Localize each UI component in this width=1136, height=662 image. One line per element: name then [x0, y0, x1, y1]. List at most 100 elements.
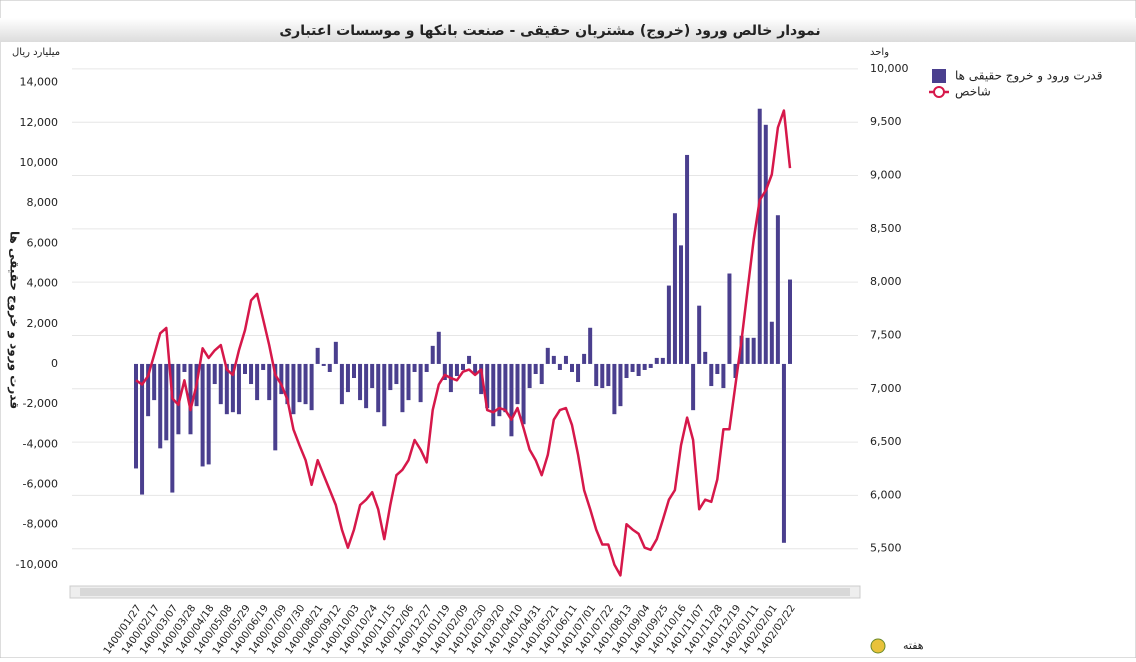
bar	[497, 363, 502, 417]
bar	[788, 279, 792, 364]
bar	[691, 363, 696, 411]
bar	[315, 347, 320, 364]
y-axis-title: قدرت ورود و خروج حقیقی ها	[7, 231, 22, 409]
legend-label: شاخص	[955, 85, 991, 100]
bar	[230, 363, 235, 413]
bar	[170, 363, 175, 493]
bar	[703, 351, 708, 364]
bar	[364, 363, 369, 409]
bar	[618, 363, 623, 407]
y2-tick-label: 5,500	[870, 542, 902, 555]
bar	[188, 363, 193, 435]
y-tick-label: 2,000	[27, 317, 59, 330]
bar	[424, 363, 429, 372]
bar	[461, 363, 465, 370]
y-tick-label: -10,000	[16, 558, 58, 571]
bar	[436, 331, 441, 364]
bar	[249, 363, 254, 385]
bar	[255, 363, 260, 401]
y2-tick-label: 8,000	[870, 275, 902, 288]
bar	[273, 363, 278, 451]
y-tick-label: 6,000	[27, 236, 59, 249]
bar	[781, 363, 786, 543]
bar	[218, 363, 223, 405]
y2-tick-label: 10,000	[870, 62, 909, 75]
bar	[164, 363, 169, 441]
bar	[236, 363, 241, 415]
y-tick-label: 4,000	[27, 277, 59, 290]
scroll-thumb[interactable]	[80, 588, 850, 596]
line	[135, 109, 792, 577]
bar	[152, 363, 157, 401]
bar	[261, 363, 266, 370]
bar	[430, 345, 435, 364]
bar	[666, 285, 671, 364]
bar	[158, 363, 163, 449]
y-tick-label: 10,000	[20, 156, 59, 169]
y2-tick-label: 7,500	[870, 328, 902, 341]
bar	[279, 363, 284, 395]
bar	[345, 363, 350, 393]
bar	[551, 355, 556, 364]
bar	[745, 337, 750, 364]
y2-tick-label: 9,000	[870, 169, 902, 182]
y-tick-label: -4,000	[23, 437, 58, 450]
bar	[370, 363, 375, 389]
bar	[582, 353, 587, 364]
bar	[291, 363, 296, 415]
bar	[727, 273, 732, 364]
y2-tick-label: 8,500	[870, 222, 902, 235]
bar	[491, 363, 496, 427]
bar	[721, 363, 726, 389]
bar	[751, 337, 756, 364]
chart-title: نمودار خالص ورود (خروج) مشتریان حقیقی - …	[279, 23, 820, 39]
bar	[176, 363, 181, 435]
bar	[485, 363, 490, 409]
bar	[600, 363, 605, 389]
bar	[557, 363, 562, 370]
bar	[697, 305, 702, 364]
bar	[412, 363, 417, 372]
bar	[376, 363, 381, 413]
legend-swatch	[933, 86, 945, 98]
bar	[140, 363, 145, 495]
bar	[660, 357, 665, 364]
bar	[594, 363, 599, 387]
bar	[624, 363, 629, 379]
bar	[539, 363, 544, 385]
y2-tick-label: 7,000	[870, 382, 902, 395]
bar	[763, 124, 768, 364]
bar	[339, 363, 344, 405]
bar	[709, 363, 714, 387]
bar	[545, 347, 550, 364]
y-tick-label: 12,000	[20, 116, 59, 129]
bar	[576, 363, 581, 383]
bar	[642, 363, 647, 370]
bar	[442, 363, 447, 381]
bar	[200, 363, 205, 467]
bar	[243, 363, 247, 374]
bar	[206, 363, 211, 465]
bar	[533, 363, 538, 374]
x-axis-title: هفته	[903, 639, 924, 652]
bar	[467, 355, 472, 364]
bar	[327, 363, 332, 372]
bar	[636, 363, 641, 376]
y-unit: میلیارد ریال	[12, 47, 60, 58]
bar	[388, 363, 393, 391]
bar	[309, 363, 314, 411]
y-tick-label: -6,000	[23, 478, 58, 491]
bar	[672, 213, 677, 364]
bar	[297, 363, 302, 403]
bar	[224, 363, 229, 415]
bar	[358, 363, 363, 401]
zoom-icon[interactable]	[870, 638, 886, 654]
legend-swatch	[932, 69, 946, 83]
legend-label: قدرت ورود و خروج حقیقی ها	[955, 69, 1102, 84]
y-tick-label: -8,000	[23, 518, 58, 531]
bar	[406, 363, 411, 401]
bar	[394, 363, 399, 385]
bar	[473, 363, 478, 374]
bar	[134, 363, 138, 469]
